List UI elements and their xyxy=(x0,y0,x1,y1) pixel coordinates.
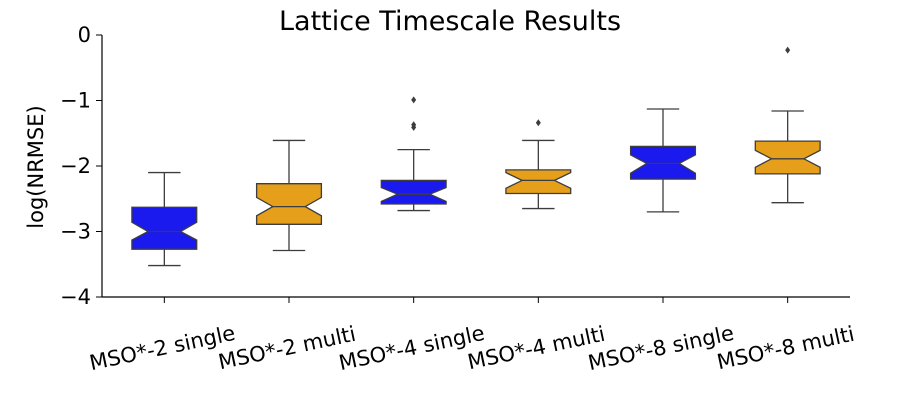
y-tick-label: −1 xyxy=(60,89,91,113)
x-tick-label: MSO*-8 multi xyxy=(715,322,857,375)
x-tick-label: MSO*-4 multi xyxy=(465,322,607,375)
box xyxy=(255,183,323,225)
box xyxy=(754,140,821,175)
box xyxy=(380,179,447,205)
x-tick-label: MSO*-2 single xyxy=(87,321,237,375)
box-group xyxy=(505,119,572,210)
box-group xyxy=(380,96,447,212)
y-tick-label: −2 xyxy=(60,154,91,178)
outlier-point xyxy=(785,46,791,54)
box-group xyxy=(255,139,323,252)
y-tick-label: 0 xyxy=(78,23,91,47)
y-tick-label: −4 xyxy=(60,285,91,309)
box-group xyxy=(754,46,821,204)
box-group xyxy=(131,171,198,267)
outlier-point xyxy=(535,119,541,127)
y-axis-label: log(NRMSE) xyxy=(24,105,48,228)
box xyxy=(131,206,198,250)
x-tick-label: MSO*-4 single xyxy=(337,321,487,375)
x-tick-label: MSO*-2 multi xyxy=(216,322,358,375)
box xyxy=(505,169,572,195)
outlier-point xyxy=(411,96,417,104)
box-group xyxy=(629,108,697,213)
outlier-point xyxy=(411,123,417,131)
box-series xyxy=(131,46,821,267)
chart-title: Lattice Timescale Results xyxy=(279,6,621,37)
y-tick-label: −3 xyxy=(60,220,91,244)
x-tick-label: MSO*-8 single xyxy=(586,321,736,375)
